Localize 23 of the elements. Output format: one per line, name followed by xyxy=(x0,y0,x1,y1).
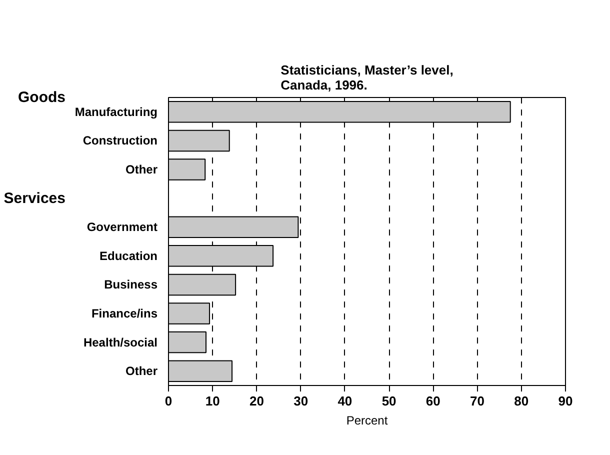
text: Services xyxy=(4,190,66,207)
x-tick-label: 50 xyxy=(382,394,396,408)
y-tick-label: Other xyxy=(125,162,158,176)
y-tick-label: Business xyxy=(104,278,158,292)
y-tick-label: Education xyxy=(100,248,158,263)
x-tick-label: 70 xyxy=(470,394,485,408)
x-tick-label: 80 xyxy=(514,394,529,408)
y-tick-label: Manufacturing xyxy=(74,104,158,119)
y-tick-label: Other xyxy=(125,364,158,378)
y-tick-label: Construction xyxy=(82,134,158,148)
x-axis-title: Percent xyxy=(346,414,388,428)
y-tick-label: Health/social xyxy=(83,335,158,350)
x-tick-label: 60 xyxy=(426,394,440,408)
y-tick-label: Finance/ins xyxy=(91,306,158,320)
x-tick-label: 10 xyxy=(205,394,220,408)
x-tick-label: 90 xyxy=(558,394,573,408)
y-tick-label: Government xyxy=(86,220,158,234)
chart-title: Statisticians, Master’s level, Canada, 1996. xyxy=(280,62,454,92)
x-tick-label: 20 xyxy=(249,394,264,408)
x-tick-label: 30 xyxy=(294,394,308,408)
text: Goods xyxy=(18,89,66,106)
x-tick-label: 40 xyxy=(338,394,352,408)
x-tick-label: 0 xyxy=(164,394,172,408)
